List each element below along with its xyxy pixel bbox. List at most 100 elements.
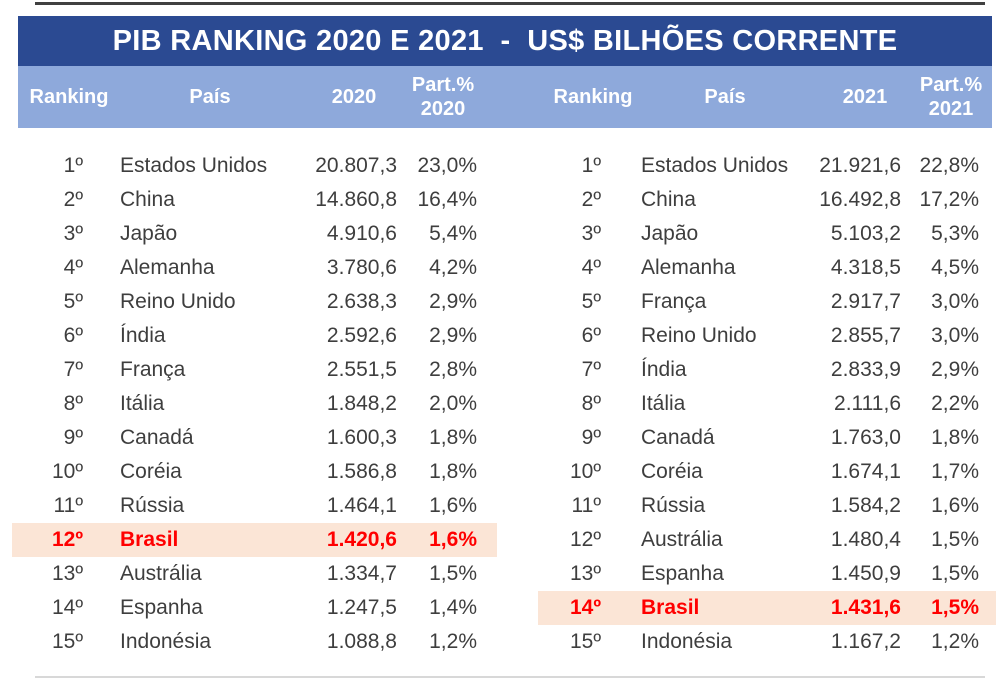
rank-cell: 1º: [63, 154, 83, 177]
table-row: 9º Canadá 1.763,0 1,8%: [538, 421, 996, 455]
rank-cell: 9º: [63, 426, 83, 449]
rank-cell: 12º: [51, 528, 83, 551]
rank-cell: 8º: [63, 392, 83, 415]
share-cell: 3,0%: [931, 324, 979, 347]
country-cell: Rússia: [641, 494, 706, 517]
value-cell: 1.464,1: [326, 494, 397, 517]
rank-cell: 4º: [581, 256, 601, 279]
value-cell: 2.833,9: [830, 358, 901, 381]
country-cell: Coréia: [641, 460, 703, 483]
share-cell: 1,7%: [931, 460, 979, 483]
table-row: 1º Estados Unidos 21.921,6 22,8%: [538, 149, 996, 183]
table-row: 10º Coréia 1.674,1 1,7%: [538, 455, 996, 489]
rank-cell: 7º: [63, 358, 83, 381]
bottom-border-line: [35, 676, 985, 678]
table-row: 8º Itália 1.848,2 2,0%: [18, 387, 497, 421]
header-share-2020-line2: 2020: [420, 98, 466, 120]
share-cell: 1,4%: [429, 596, 477, 619]
value-cell: 2.551,5: [326, 358, 397, 381]
share-cell: 2,9%: [429, 290, 477, 313]
table-row: 14º Espanha 1.247,5 1,4%: [18, 591, 497, 625]
country-cell: Indonésia: [641, 630, 733, 653]
rank-cell: 14º: [51, 596, 83, 619]
rank-cell: 6º: [63, 324, 83, 347]
value-cell: 3.780,6: [326, 256, 397, 279]
country-cell: Alemanha: [641, 256, 736, 279]
rank-cell: 11º: [571, 494, 601, 517]
table-row: 12º Austrália 1.480,4 1,5%: [538, 523, 996, 557]
table-row: 11º Rússia 1.464,1 1,6%: [18, 489, 497, 523]
country-cell: China: [641, 188, 696, 211]
country-cell: Austrália: [120, 562, 202, 585]
country-cell: China: [120, 188, 175, 211]
value-cell: 1.586,8: [326, 460, 397, 483]
country-cell: Canadá: [120, 426, 194, 449]
country-cell: França: [120, 358, 186, 381]
rank-cell: 6º: [581, 324, 601, 347]
country-cell: Itália: [641, 392, 686, 415]
value-cell: 1.450,9: [830, 562, 901, 585]
value-cell: 1.584,2: [830, 494, 901, 517]
title-bar: PIB RANKING 2020 E 2021 - US$ BILHÕES CO…: [18, 16, 992, 66]
rank-cell: 15º: [51, 630, 83, 653]
header-share-2020: Part.% 2020: [412, 66, 474, 128]
country-cell: Estados Unidos: [641, 154, 789, 177]
table-row: 14º Brasil 1.431,6 1,5%: [538, 591, 996, 625]
table-row: 13º Austrália 1.334,7 1,5%: [18, 557, 497, 591]
header-share-2021: Part.% 2021: [920, 66, 982, 128]
share-cell: 1,5%: [931, 528, 979, 551]
rank-cell: 5º: [581, 290, 601, 313]
value-cell: 2.592,6: [326, 324, 397, 347]
table-row: 6º Índia 2.592,6 2,9%: [18, 319, 497, 353]
value-cell: 20.807,3: [315, 154, 397, 177]
table-2021-rows: 1º Estados Unidos 21.921,6 22,8% 2º Chin…: [538, 149, 996, 659]
value-cell: 1.167,2: [830, 630, 901, 653]
value-cell: 1.247,5: [326, 596, 397, 619]
value-cell: 2.917,7: [830, 290, 901, 313]
column-header-bar: [18, 66, 992, 128]
share-cell: 5,4%: [429, 222, 477, 245]
rank-cell: 15º: [569, 630, 601, 653]
country-cell: Coréia: [120, 460, 182, 483]
rank-cell: 10º: [569, 460, 601, 483]
rank-cell: 5º: [63, 290, 83, 313]
rank-cell: 3º: [63, 222, 83, 245]
share-cell: 1,6%: [931, 494, 979, 517]
share-cell: 2,9%: [931, 358, 979, 381]
country-cell: Espanha: [120, 596, 203, 619]
table-row: 2º China 16.492,8 17,2%: [538, 183, 996, 217]
value-cell: 2.638,3: [326, 290, 397, 313]
share-cell: 1,2%: [931, 630, 979, 653]
value-cell: 4.910,6: [326, 222, 397, 245]
share-cell: 1,5%: [931, 562, 979, 585]
value-cell: 16.492,8: [819, 188, 901, 211]
share-cell: 2,9%: [429, 324, 477, 347]
value-cell: 5.103,2: [830, 222, 901, 245]
share-cell: 22,8%: [919, 154, 979, 177]
share-cell: 17,2%: [919, 188, 979, 211]
table-row: 5º França 2.917,7 3,0%: [538, 285, 996, 319]
value-cell: 1.420,6: [326, 528, 397, 551]
country-cell: Rússia: [120, 494, 185, 517]
table-row: 2º China 14.860,8 16,4%: [18, 183, 497, 217]
rank-cell: 7º: [581, 358, 601, 381]
table-row: 12º Brasil 1.420,6 1,6%: [12, 523, 497, 557]
rank-cell: 2º: [63, 188, 83, 211]
value-cell: 1.334,7: [326, 562, 397, 585]
share-cell: 4,2%: [429, 256, 477, 279]
header-share-2021-line1: Part.%: [919, 74, 983, 96]
rank-cell: 4º: [63, 256, 83, 279]
rank-cell: 10º: [51, 460, 83, 483]
value-cell: 1.088,8: [326, 630, 397, 653]
share-cell: 16,4%: [417, 188, 477, 211]
country-cell: Canadá: [641, 426, 715, 449]
country-cell: Indonésia: [120, 630, 212, 653]
country-cell: Índia: [120, 324, 166, 347]
share-cell: 1,6%: [429, 528, 477, 551]
share-cell: 1,5%: [931, 596, 979, 619]
value-cell: 1.848,2: [326, 392, 397, 415]
country-cell: Índia: [641, 358, 687, 381]
table-row: 6º Reino Unido 2.855,7 3,0%: [538, 319, 996, 353]
share-cell: 1,8%: [931, 426, 979, 449]
share-cell: 23,0%: [417, 154, 477, 177]
